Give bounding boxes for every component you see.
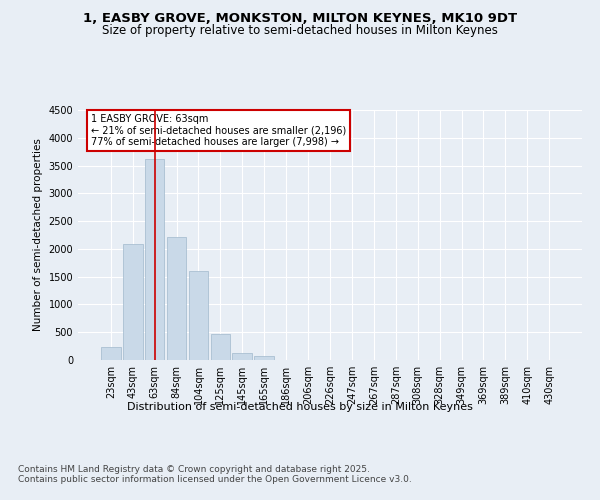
Y-axis label: Number of semi-detached properties: Number of semi-detached properties	[33, 138, 43, 332]
Text: 1, EASBY GROVE, MONKSTON, MILTON KEYNES, MK10 9DT: 1, EASBY GROVE, MONKSTON, MILTON KEYNES,…	[83, 12, 517, 26]
Bar	[254, 356, 274, 360]
Text: Size of property relative to semi-detached houses in Milton Keynes: Size of property relative to semi-detach…	[102, 24, 498, 37]
Bar	[101, 347, 121, 360]
Bar	[188, 271, 208, 360]
Bar	[123, 244, 143, 360]
Text: Distribution of semi-detached houses by size in Milton Keynes: Distribution of semi-detached houses by …	[127, 402, 473, 412]
Bar	[145, 159, 164, 360]
Bar	[167, 236, 187, 360]
Bar	[211, 334, 230, 360]
Text: 1 EASBY GROVE: 63sqm
← 21% of semi-detached houses are smaller (2,196)
77% of se: 1 EASBY GROVE: 63sqm ← 21% of semi-detac…	[91, 114, 346, 147]
Bar	[232, 354, 252, 360]
Text: Contains HM Land Registry data © Crown copyright and database right 2025.
Contai: Contains HM Land Registry data © Crown c…	[18, 465, 412, 484]
